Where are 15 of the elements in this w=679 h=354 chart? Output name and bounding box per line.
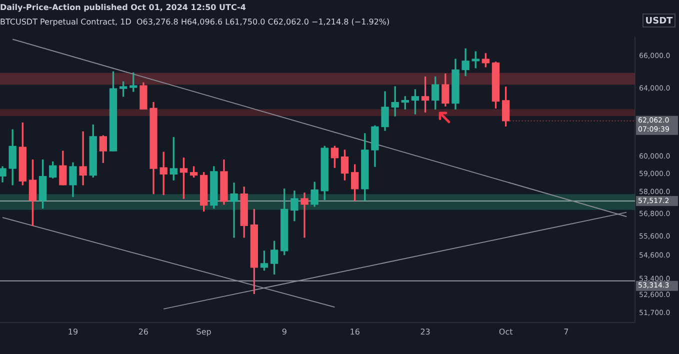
candlestick: [300, 192, 308, 238]
x-tick-label: 9: [282, 327, 287, 336]
text: USDT: [645, 16, 674, 26]
x-tick-label: 23: [420, 327, 430, 336]
x-tick-label: 16: [350, 327, 360, 336]
x-tick-label: Sep: [196, 327, 212, 336]
candlestick: [230, 182, 238, 238]
x-tick-label: 19: [68, 327, 78, 336]
candlestick: [79, 131, 87, 186]
chart-subtitle: BTCUSDT Perpetual Contract, 1D O63,276.8 H64,096.6 L61,750.0 C62,062.0 −1,214.8 (−1.92%): [0, 17, 390, 26]
candlestick: [160, 152, 168, 196]
chart-title: Daily-Price-Action published Oct 01, 2024 12:50 UTC-4: [0, 2, 246, 12]
x-tick-label: 7: [564, 327, 569, 336]
x-tick-label: 26: [138, 327, 149, 336]
x-tick-label: Oct: [498, 327, 513, 336]
